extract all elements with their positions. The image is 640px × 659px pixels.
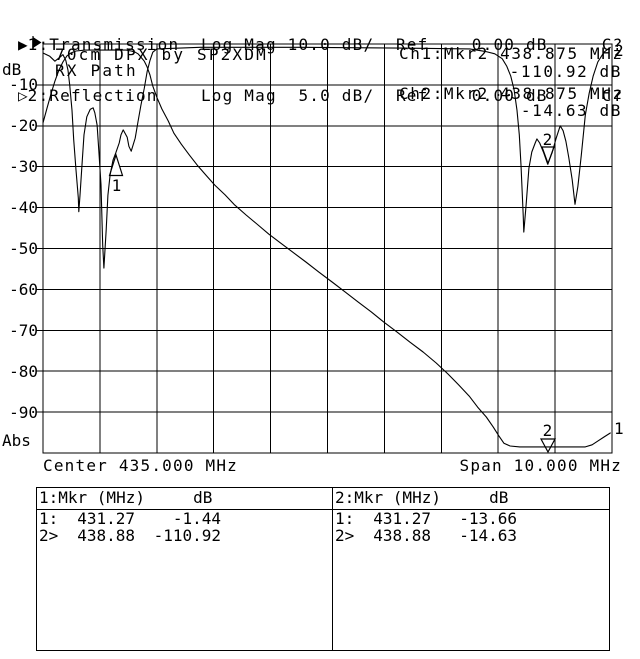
y-axis-unit: dB: [2, 60, 21, 79]
marker1-triangle-icon: [108, 153, 124, 177]
trace2-end-label: 2: [614, 41, 624, 60]
marker-id: 2>: [39, 526, 59, 545]
marker-value-db: -13.66: [459, 509, 517, 528]
center-frequency-label: Center 435.000 MHz: [43, 456, 238, 475]
marker-value-db: -14.63: [459, 526, 517, 545]
ch2-marker-readout-freq: Ch2:Mkr2 438.875 MHz: [399, 84, 624, 103]
y-tick-label: -40: [9, 198, 38, 217]
marker-value-db: -1.44: [172, 509, 221, 528]
ch2-marker-readout-value: -14.63 dB: [521, 101, 622, 120]
marker-table-ch1: 1:Mkr (MHz) dB 1: 431.27 -1.44 2> 438.88…: [37, 488, 332, 650]
reference-level-icon: [32, 36, 42, 49]
marker-table: 1:Mkr (MHz) dB 1: 431.27 -1.44 2> 438.88…: [36, 487, 610, 651]
marker1-reflection: 1: [108, 153, 124, 195]
grid-lines: [43, 44, 612, 453]
abs-scale-label: Abs: [2, 431, 31, 450]
channel-headers: ▶1:Transmission Log Mag 10.0 dB/ Ref 0.0…: [18, 2, 623, 121]
channel1-header: ▶1:Transmission Log Mag 10.0 dB/ Ref 0.0…: [18, 36, 623, 53]
marker-frequency: 438.88: [373, 526, 431, 545]
table-row: 1: 431.27 -1.44: [37, 510, 332, 527]
table-row: 2> 438.88 -14.63: [333, 527, 609, 544]
y-tick-label: -50: [9, 239, 38, 258]
y-tick-label: -60: [9, 280, 38, 299]
marker-id: 2>: [335, 526, 355, 545]
transmission-trace: [42, 49, 611, 448]
marker-table-ch2-header: 2:Mkr (MHz) dB: [333, 488, 609, 510]
channel1-header-text: 1:Transmission Log Mag 10.0 dB/ Ref 0.00…: [27, 35, 624, 54]
measurement-graph: dB -10 -20 -30 -40 -50 -60 -70 -80 -90 A…: [2, 36, 624, 475]
trace1-end-label: 1: [614, 419, 624, 438]
marker2-transmission: 2: [539, 421, 557, 454]
marker-frequency: 438.88: [77, 526, 135, 545]
marker2-number: 2: [543, 130, 553, 149]
marker-id: 1:: [39, 509, 59, 528]
y-tick-label: -20: [9, 116, 38, 135]
table-row: 1: 431.27 -13.66: [333, 510, 609, 527]
y-tick-label: -70: [9, 321, 38, 340]
marker1-number: 1: [112, 176, 122, 195]
y-tick-label: -80: [9, 362, 38, 381]
marker2-number: 2: [543, 421, 553, 440]
marker-frequency: 431.27: [77, 509, 135, 528]
marker2-triangle-icon: [541, 146, 555, 166]
reflection-trace: [42, 46, 611, 269]
channel2-indicator-icon: ▷: [18, 86, 28, 105]
marker-frequency: 431.27: [373, 509, 431, 528]
channel1-active-indicator-icon: ▶: [18, 35, 28, 54]
y-tick-label: -10: [9, 75, 38, 94]
span-label: Span 10.000 MHz: [460, 456, 623, 475]
channel2-header: ▷2:Reflection Log Mag 5.0 dB/ Ref 0.00 d…: [18, 87, 623, 104]
graph-title-line2: RX Path: [55, 61, 138, 80]
marker-table-ch2: 2:Mkr (MHz) dB 1: 431.27 -13.66 2> 438.8…: [332, 488, 609, 650]
y-tick-label: -90: [9, 403, 38, 422]
marker2-reflection: 2: [541, 130, 555, 166]
y-tick-label: -30: [9, 157, 38, 176]
marker2-triangle-icon: [539, 438, 557, 454]
marker-value-db: -110.92: [153, 526, 221, 545]
marker-table-ch1-header: 1:Mkr (MHz) dB: [37, 488, 332, 510]
channel2-header-text: 2:Reflection Log Mag 5.0 dB/ Ref 0.00 dB…: [27, 86, 624, 105]
marker-id: 1:: [335, 509, 355, 528]
y-axis-ticks: [36, 84, 43, 413]
table-row: 2> 438.88 -110.92: [37, 527, 332, 544]
